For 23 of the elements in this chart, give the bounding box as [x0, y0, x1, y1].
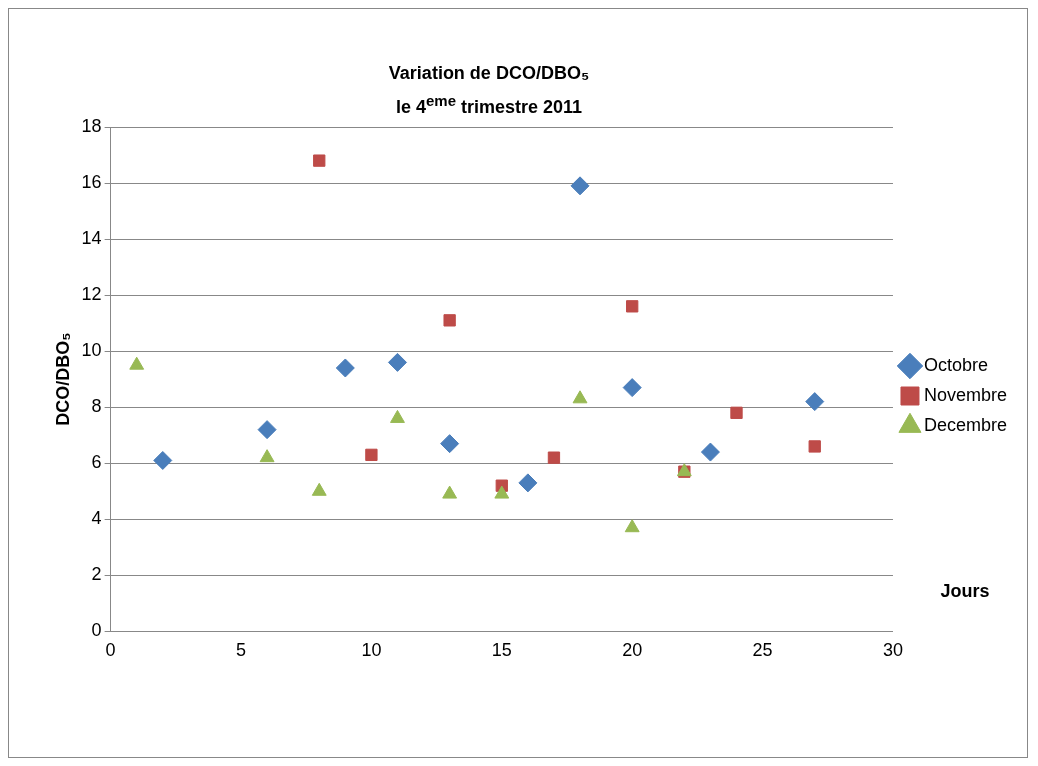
chart-title: Variation de DCO/DBO₅ le 4$^{eme}$ trimestre 2011: [387, 62, 591, 119]
y-tick-label: 14: [81, 228, 102, 249]
legend-label: Decembre: [923, 414, 1007, 435]
x-tick-label: 5: [236, 640, 247, 661]
y-tick-label: 16: [81, 172, 102, 193]
y-tick-label: 8: [91, 396, 102, 417]
legend-label: Octobre: [923, 354, 988, 375]
y-tick-label: 12: [81, 284, 102, 305]
y-tick-label: 6: [91, 452, 102, 473]
y-tick-label: 4: [91, 508, 102, 529]
x-tick-label: 30: [882, 640, 903, 661]
y-tick-label: 2: [91, 564, 102, 585]
x-tick-label: 0: [105, 640, 116, 661]
y-axis-title: DCO/DBO₅: [52, 332, 73, 426]
x-axis-title: Jours: [940, 581, 990, 602]
x-tick-label: 20: [622, 640, 643, 661]
legend-label: Novembre: [923, 384, 1007, 405]
y-tick-label: 0: [91, 620, 102, 641]
y-tick-label: 10: [81, 340, 102, 361]
x-tick-label: 25: [752, 640, 773, 661]
y-tick-label: 18: [81, 115, 102, 136]
x-tick-label: 15: [491, 640, 512, 661]
x-tick-label: 10: [361, 640, 382, 661]
